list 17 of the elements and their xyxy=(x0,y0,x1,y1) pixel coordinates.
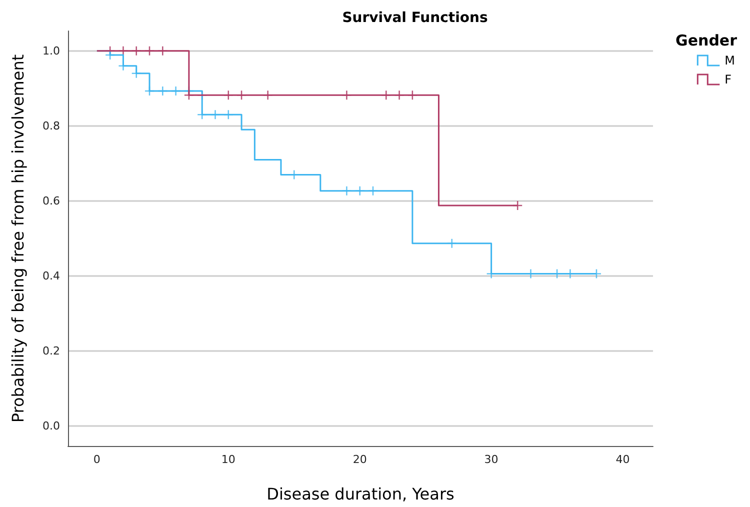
y-tick-label: 0.4 xyxy=(42,270,60,283)
x-tick-label: 20 xyxy=(352,453,367,466)
chart-title: Survival Functions xyxy=(342,10,488,26)
y-tick-label: 1.0 xyxy=(42,44,60,58)
x-tick-label: 10 xyxy=(221,453,236,466)
legend-label: F xyxy=(724,72,732,86)
y-tick-label: 0.2 xyxy=(42,344,60,358)
x-tick-label: 0 xyxy=(93,453,100,466)
y-tick-label: 0.6 xyxy=(42,194,60,208)
x-tick-label: 30 xyxy=(484,453,498,466)
y-tick-label: 0.0 xyxy=(42,420,60,433)
x-tick-label: 40 xyxy=(616,453,630,466)
y-axis-title: Probability of being free from hip involvement xyxy=(8,54,28,423)
x-axis-title: Disease duration, Years xyxy=(266,484,454,504)
y-tick-label: 0.8 xyxy=(42,119,60,132)
legend-title: Gender xyxy=(676,32,738,50)
legend-label: M xyxy=(724,54,736,68)
